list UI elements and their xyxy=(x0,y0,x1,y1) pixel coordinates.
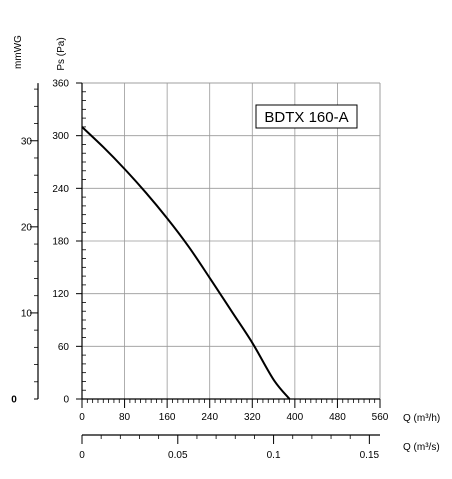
tick-labels: 0 80 160 240 320 400 480 5600601201802403003600… xyxy=(11,79,389,462)
model-label-box xyxy=(255,104,358,129)
model-label: BDTX 160-A xyxy=(264,109,348,126)
x-tick-label: 160 xyxy=(159,412,176,423)
m3s-tick-label: 0.15 xyxy=(360,450,380,461)
mmwg-tick-label: 20 xyxy=(21,222,33,233)
mmwg-tick-label: 0 xyxy=(11,395,17,406)
xlabel-m3h: Q (m³/h) xyxy=(403,413,440,424)
x-tick-label: 400 xyxy=(287,412,304,423)
ylabel-mmwg: mmWG xyxy=(13,35,24,69)
x-tick-label: 0 xyxy=(79,412,85,423)
ylabel-pa: Ps (Pa) xyxy=(56,37,67,70)
y-tick-label: 180 xyxy=(52,237,69,248)
x-tick-label: 480 xyxy=(329,412,346,423)
m3s-tick-label: 0.1 xyxy=(267,450,281,461)
x-tick-label: 240 xyxy=(201,412,218,423)
minor-ticks xyxy=(34,88,376,439)
x-tick-label: 80 xyxy=(119,412,131,423)
y-tick-label: 60 xyxy=(58,342,70,353)
y-tick-label: 360 xyxy=(52,79,69,90)
m3s-tick-label: 0 xyxy=(79,450,85,461)
grid xyxy=(82,82,381,399)
mmwg-tick-label: 10 xyxy=(21,308,33,319)
y-tick-label: 120 xyxy=(52,289,69,300)
y-tick-label: 300 xyxy=(52,131,69,142)
y-tick-label: 0 xyxy=(63,395,69,406)
x-tick-label: 320 xyxy=(244,412,261,423)
x-tick-label: 560 xyxy=(372,412,389,423)
mmwg-tick-label: 30 xyxy=(21,136,33,147)
series-line xyxy=(81,126,291,400)
performance-curve xyxy=(81,126,291,400)
y-tick-label: 240 xyxy=(52,184,69,195)
axes xyxy=(30,82,381,444)
xlabel-m3s: Q (m³/s) xyxy=(403,442,440,453)
m3s-tick-label: 0.05 xyxy=(168,450,188,461)
